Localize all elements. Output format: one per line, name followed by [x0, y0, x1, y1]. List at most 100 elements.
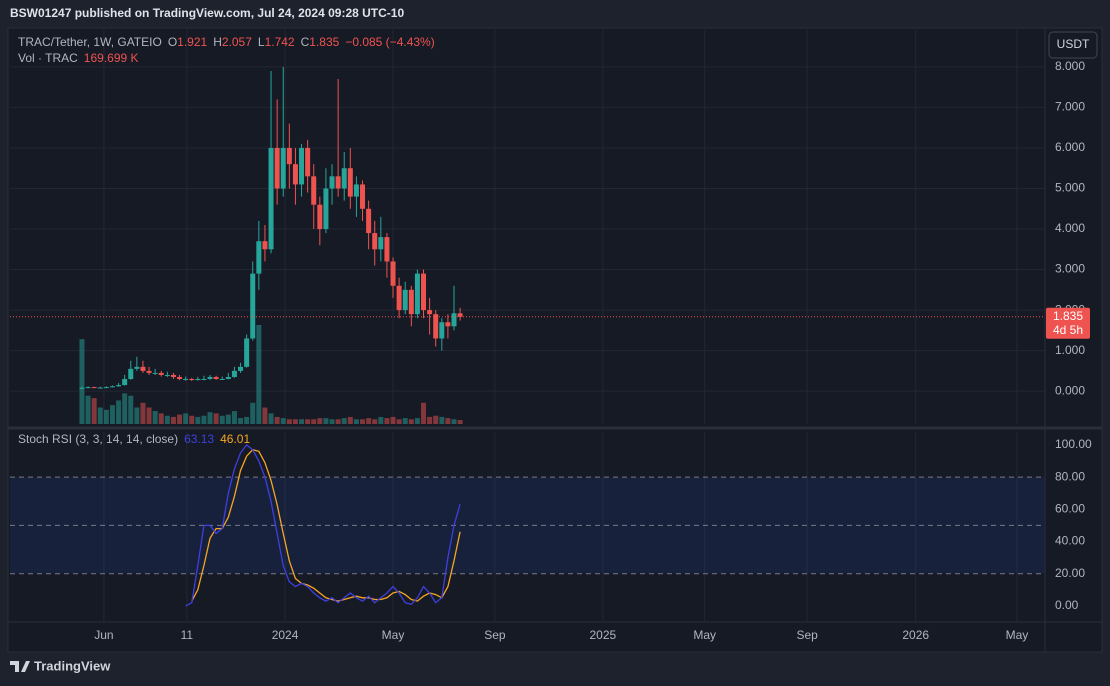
candle-body	[177, 376, 183, 380]
candle-body	[128, 368, 134, 380]
candle-body	[225, 376, 231, 380]
volume-bar	[268, 413, 274, 424]
volume-bar	[421, 402, 427, 424]
x-tick-label: May	[1006, 628, 1029, 642]
y-tick-label: 4.000	[1055, 221, 1085, 235]
candle-body	[213, 376, 219, 380]
volume-bar	[402, 418, 408, 424]
volume-bar	[408, 419, 414, 424]
volume-bar	[140, 402, 146, 424]
candle-body	[231, 370, 237, 377]
volume-bar	[244, 416, 250, 424]
candle-body	[238, 366, 244, 371]
volume-bar	[274, 416, 280, 424]
volume-bar	[79, 339, 85, 424]
volume-bar	[323, 418, 329, 424]
volume-bar	[280, 418, 286, 424]
y-tick-label: 0.000	[1055, 383, 1085, 397]
volume-bar	[427, 416, 433, 424]
candle-body	[360, 184, 366, 209]
x-tick-label: 11	[181, 628, 194, 642]
volume-bar	[445, 418, 451, 424]
y-tick-label: 60.00	[1055, 501, 1085, 515]
volume-bar	[372, 419, 378, 424]
candle-body	[268, 147, 274, 250]
currency-button[interactable]	[1048, 31, 1098, 59]
volume-bar	[134, 407, 140, 424]
candle-body	[207, 376, 213, 380]
volume-bar	[292, 419, 298, 424]
candle-body	[451, 313, 457, 327]
open-value: 1.921	[177, 35, 207, 49]
currency[interactable]: USDT	[1057, 37, 1090, 51]
y-tick-label: 40.00	[1055, 534, 1085, 548]
y-tick-label: 80.00	[1055, 469, 1085, 483]
volume-bar	[335, 419, 341, 424]
x-tick-label: 2025	[589, 628, 616, 642]
x-tick-label: Jun	[94, 628, 113, 642]
x-tick-label: May	[382, 628, 405, 642]
candle-body	[170, 374, 176, 377]
candle-body	[189, 379, 195, 381]
volume-bar	[213, 413, 219, 424]
candle-body	[103, 387, 109, 389]
candle-body	[146, 370, 152, 373]
candle-body	[305, 147, 311, 177]
candle-body	[317, 204, 323, 230]
y-tick-label: 5.000	[1055, 181, 1085, 195]
candle-body	[109, 386, 115, 388]
volume-bar	[366, 418, 372, 424]
candle-body	[91, 387, 97, 389]
close-value: 1.835	[309, 35, 339, 49]
candle-body	[85, 387, 91, 389]
volume-bar	[189, 415, 195, 424]
volume-bar	[433, 415, 439, 424]
volume-bar	[311, 419, 317, 424]
y-tick-label: 3.000	[1055, 262, 1085, 276]
candle-body	[158, 372, 164, 375]
last-price-tag	[1046, 307, 1090, 339]
ohlc-letter: O	[168, 35, 177, 49]
brand: TradingView	[34, 658, 111, 673]
volume-bar	[378, 416, 384, 424]
volume-value: 169.699 K	[84, 51, 139, 65]
candle-body	[427, 310, 433, 315]
stoch-line	[185, 443, 461, 607]
candle-body	[116, 385, 122, 387]
volume-bar	[201, 415, 207, 424]
high-value: 2.057	[222, 35, 252, 49]
x-tick-label: Sep	[484, 628, 506, 642]
candle-body	[353, 184, 359, 197]
candle-body	[414, 273, 420, 315]
volume-bar	[256, 325, 262, 424]
volume-bar	[262, 407, 268, 424]
countdown: 4d 5h	[1053, 323, 1083, 337]
legend: TRAC/Tether, 1W, GATEIO O1.921 H2.057 L1.74…	[18, 35, 435, 49]
volume-bar	[457, 419, 463, 424]
volume-bar	[177, 414, 183, 424]
volume-bar	[146, 407, 152, 424]
candle-body	[408, 289, 414, 315]
volume-bar	[128, 395, 134, 424]
candle-body	[433, 314, 439, 339]
ohlc-letter: L	[258, 35, 265, 49]
logo-mark	[10, 661, 30, 672]
volume-bar	[122, 393, 128, 424]
volume-bar	[103, 409, 109, 424]
volume-bar	[207, 412, 213, 424]
price-pane	[10, 30, 1045, 424]
candle-body	[250, 273, 256, 339]
x-tick-label: 2024	[272, 628, 299, 642]
candle-body	[195, 379, 201, 381]
brand-logo: TradingView	[10, 658, 111, 673]
candle-body	[164, 374, 170, 376]
candle-body	[201, 379, 207, 381]
y-tick-label: 100.00	[1055, 437, 1092, 451]
candle-body	[79, 387, 85, 389]
volume-bar	[109, 405, 115, 424]
ohlc-letter: C	[301, 35, 310, 49]
volume-bar	[360, 419, 366, 424]
volume-bar	[353, 419, 359, 424]
legend-k: 63.13	[184, 432, 214, 446]
